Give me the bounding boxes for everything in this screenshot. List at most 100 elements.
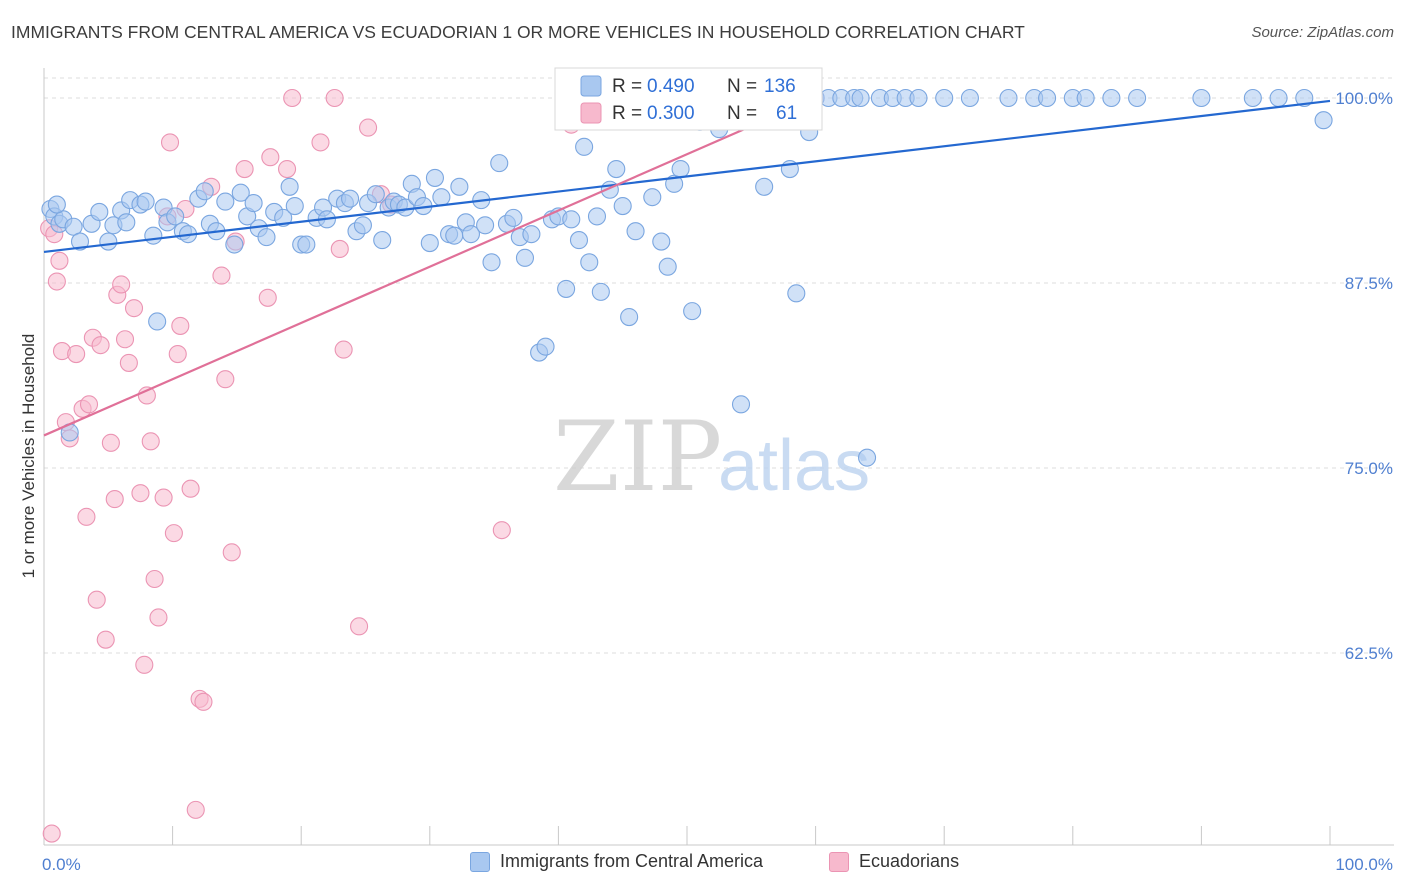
- point-ecuadorians: [222, 543, 241, 562]
- chart-title: IMMIGRANTS FROM CENTRAL AMERICA VS ECUAD…: [11, 22, 1025, 42]
- point-ecuadorians: [216, 370, 235, 389]
- watermark-atlas: atlas: [718, 426, 870, 506]
- trend-line-central-america: [43, 99, 1331, 254]
- point-ecuadorians: [112, 275, 131, 294]
- point-central-america: [280, 177, 299, 196]
- y-tick-label: 87.5%: [1345, 274, 1393, 293]
- point-ecuadorians: [101, 433, 120, 452]
- point-central-america: [580, 253, 599, 272]
- point-central-america: [225, 235, 244, 254]
- point-central-america: [562, 210, 581, 229]
- point-central-america: [1076, 88, 1095, 108]
- point-ecuadorians: [181, 479, 200, 498]
- point-central-america: [450, 177, 469, 196]
- legend-item-central-america: Immigrants from Central America: [470, 851, 763, 872]
- point-ecuadorians: [492, 521, 511, 540]
- point-central-america: [1038, 88, 1057, 108]
- point-central-america: [1295, 88, 1314, 108]
- legend-pink-r-label: R =: [612, 103, 642, 124]
- point-central-america: [257, 228, 276, 247]
- point-central-america: [90, 202, 109, 222]
- y-tick-label: 62.5%: [1345, 644, 1393, 663]
- point-central-america: [658, 257, 677, 276]
- point-central-america: [482, 253, 501, 272]
- point-ecuadorians: [261, 148, 280, 167]
- point-central-america: [504, 208, 523, 227]
- point-central-america: [536, 337, 555, 356]
- point-central-america: [607, 159, 626, 179]
- point-central-america: [144, 226, 163, 245]
- point-ecuadorians: [258, 288, 277, 307]
- point-central-america: [731, 395, 751, 414]
- point-ecuadorians: [87, 590, 106, 609]
- chart-source: Source: ZipAtlas.com: [1251, 24, 1394, 41]
- point-central-america: [244, 194, 263, 213]
- point-ecuadorians: [283, 88, 302, 108]
- x-tick-label: 100.0%: [1335, 855, 1393, 874]
- point-central-america: [613, 196, 632, 216]
- point-central-america: [432, 188, 451, 207]
- point-central-america: [297, 235, 316, 254]
- point-ecuadorians: [105, 490, 124, 509]
- legend-blue-n-value: 136: [764, 76, 796, 97]
- x-tick-label: 0.0%: [42, 855, 81, 874]
- point-ecuadorians: [171, 316, 190, 335]
- point-central-america: [476, 216, 495, 235]
- point-ecuadorians: [160, 133, 180, 152]
- legend-pink-n-label: N =: [727, 103, 757, 124]
- point-central-america: [274, 208, 293, 227]
- point-central-america: [851, 88, 870, 108]
- legend-swatch-central-america: [470, 851, 490, 872]
- point-central-america: [755, 177, 774, 196]
- point-central-america: [643, 188, 662, 207]
- point-ecuadorians: [325, 88, 344, 108]
- point-ecuadorians: [149, 608, 168, 627]
- point-ecuadorians: [350, 617, 369, 636]
- point-central-america: [341, 189, 360, 208]
- point-ecuadorians: [131, 484, 150, 503]
- point-ecuadorians: [186, 800, 205, 819]
- point-central-america: [373, 231, 392, 250]
- point-central-america: [285, 196, 304, 216]
- legend-label-ecuadorians: Ecuadorians: [859, 851, 960, 871]
- point-ecuadorians: [50, 251, 69, 270]
- point-ecuadorians: [77, 507, 96, 526]
- point-central-america: [366, 185, 385, 204]
- point-central-america: [626, 222, 645, 241]
- legend-label-central-america: Immigrants from Central America: [500, 851, 764, 871]
- point-central-america: [216, 192, 235, 211]
- trend-lines: [43, 96, 1331, 437]
- point-ecuadorians: [145, 569, 164, 589]
- point-ecuadorians: [91, 336, 110, 355]
- point-central-america: [1243, 88, 1262, 108]
- point-central-america: [231, 183, 250, 202]
- legend-stats: R = 0.490 N = 136 R = 0.300 N = 61: [554, 67, 823, 131]
- point-central-america: [1102, 88, 1121, 108]
- point-central-america: [166, 207, 185, 226]
- point-ecuadorians: [164, 524, 183, 543]
- point-central-america: [353, 216, 372, 235]
- legend-blue-r-label: R =: [612, 76, 642, 97]
- point-central-america: [652, 232, 671, 251]
- point-central-america: [136, 192, 155, 211]
- legend-swatch-ecuadorians: [829, 851, 849, 872]
- point-central-america: [909, 88, 928, 108]
- point-central-america: [935, 88, 954, 108]
- axes: [43, 68, 1394, 846]
- point-central-america: [420, 233, 439, 253]
- point-ecuadorians: [194, 692, 213, 711]
- legend-item-ecuadorians: Ecuadorians: [829, 851, 959, 872]
- legend-swatch-pink: [580, 102, 602, 124]
- y-tick-label: 75.0%: [1345, 459, 1393, 478]
- point-ecuadorians: [47, 272, 66, 291]
- point-central-america: [461, 225, 481, 244]
- series-ecuadorians: [40, 88, 825, 843]
- point-central-america: [99, 232, 118, 251]
- point-ecuadorians: [135, 655, 154, 674]
- point-central-america: [575, 137, 594, 156]
- point-ecuadorians: [67, 344, 86, 364]
- point-central-america: [47, 195, 66, 214]
- point-ecuadorians: [119, 353, 138, 372]
- point-central-america: [1192, 88, 1211, 108]
